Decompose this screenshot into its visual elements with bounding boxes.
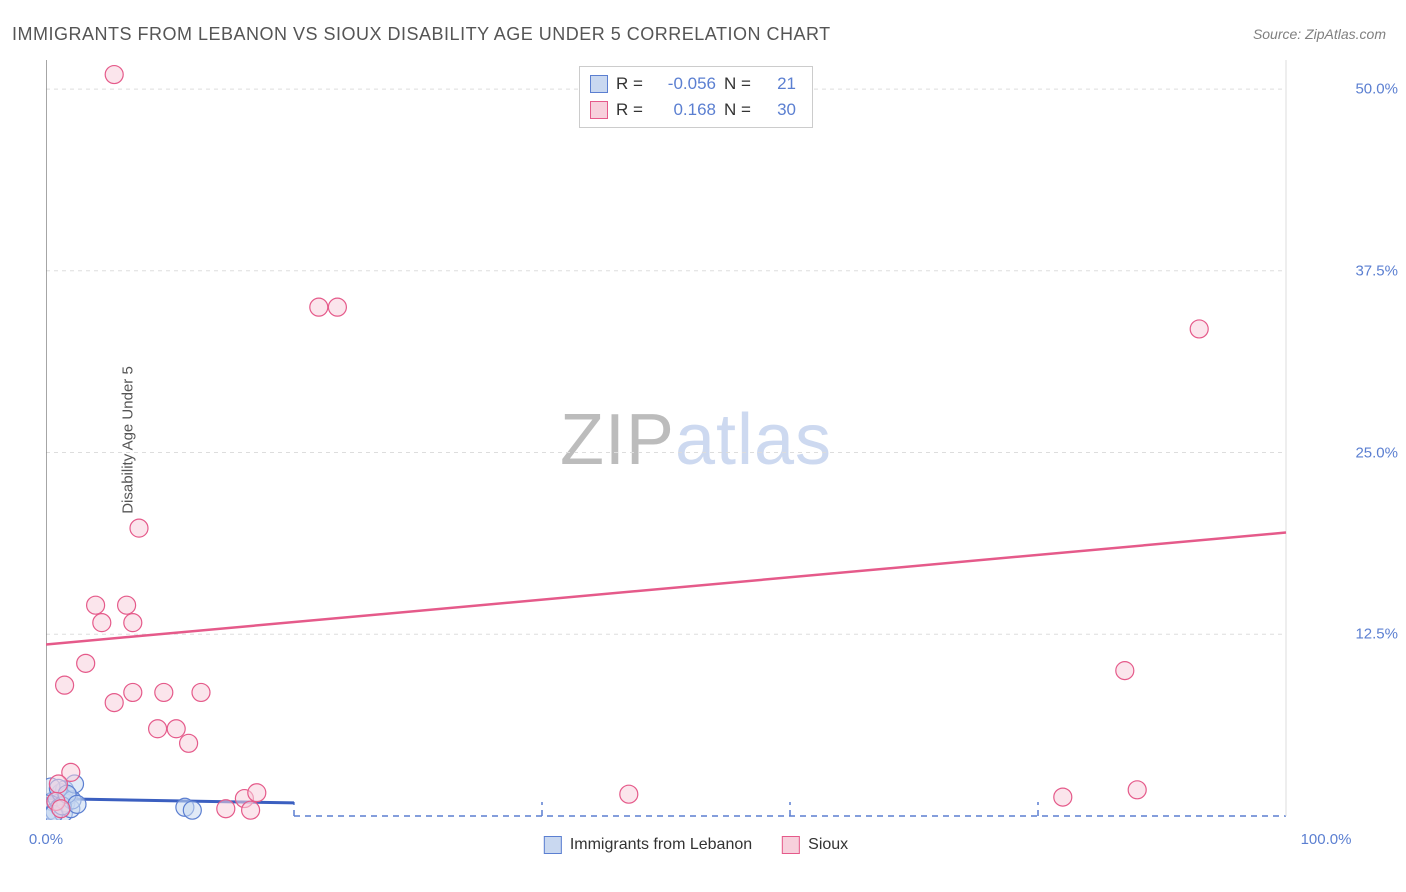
series-legend: Immigrants from Lebanon Sioux bbox=[544, 836, 848, 854]
correlation-legend: R = -0.056 N = 21 R = 0.168 N = 30 bbox=[579, 66, 813, 128]
n-label: N = bbox=[724, 74, 754, 94]
r-label: R = bbox=[616, 100, 646, 120]
n-value: 30 bbox=[762, 100, 796, 120]
r-value: 0.168 bbox=[654, 100, 716, 120]
legend-swatch bbox=[782, 836, 800, 854]
legend-swatch bbox=[544, 836, 562, 854]
chart-title: IMMIGRANTS FROM LEBANON VS SIOUX DISABIL… bbox=[12, 24, 831, 45]
legend-swatch bbox=[590, 75, 608, 93]
y-tick-label: 12.5% bbox=[1355, 626, 1398, 643]
r-label: R = bbox=[616, 74, 646, 94]
legend-label: Immigrants from Lebanon bbox=[570, 836, 752, 854]
chart-area: Disability Age Under 5 ZIPatlas R =-0.05… bbox=[46, 60, 1346, 820]
legend-swatch bbox=[590, 101, 608, 119]
y-tick-label: 37.5% bbox=[1355, 262, 1398, 279]
scatter-plot bbox=[46, 60, 1346, 820]
source-attribution: Source: ZipAtlas.com bbox=[1253, 26, 1386, 42]
y-tick-label: 25.0% bbox=[1355, 444, 1398, 461]
legend-row: R = -0.056 N = 21 bbox=[590, 71, 796, 97]
legend-label: Sioux bbox=[808, 836, 848, 854]
r-value: -0.056 bbox=[654, 74, 716, 94]
legend-item: Immigrants from Lebanon bbox=[544, 836, 752, 854]
n-label: N = bbox=[724, 100, 754, 120]
x-tick-label: 100.0% bbox=[1301, 831, 1352, 848]
y-tick-label: 50.0% bbox=[1355, 81, 1398, 98]
legend-row: R = 0.168 N = 30 bbox=[590, 97, 796, 123]
x-tick-label: 0.0% bbox=[29, 831, 63, 848]
n-value: 21 bbox=[762, 74, 796, 94]
legend-item: Sioux bbox=[782, 836, 848, 854]
